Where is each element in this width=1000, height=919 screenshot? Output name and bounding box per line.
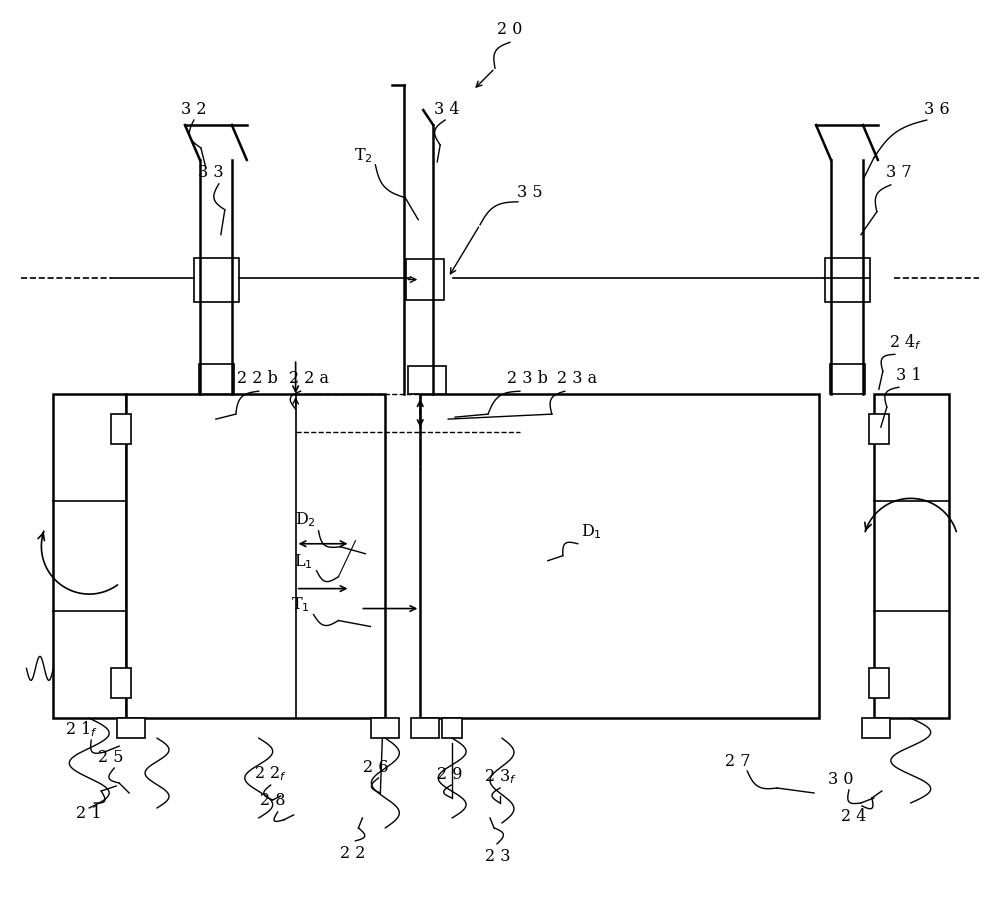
Text: 2 2 b: 2 2 b bbox=[237, 369, 278, 386]
Bar bbox=[862, 719, 890, 738]
Text: T$_1$: T$_1$ bbox=[291, 595, 310, 613]
Bar bbox=[408, 367, 446, 395]
Text: D$_2$: D$_2$ bbox=[295, 510, 316, 528]
Text: 2 1$_f$: 2 1$_f$ bbox=[65, 719, 98, 738]
Bar bbox=[406, 259, 444, 301]
Text: 3 0: 3 0 bbox=[828, 770, 854, 787]
Bar bbox=[869, 414, 889, 445]
Bar bbox=[199, 365, 234, 395]
Bar bbox=[126, 395, 385, 719]
Text: 3 4: 3 4 bbox=[434, 100, 460, 118]
Text: 3 3: 3 3 bbox=[198, 165, 224, 181]
Bar bbox=[194, 258, 239, 303]
Bar bbox=[830, 365, 865, 395]
Text: 2 4$_f$: 2 4$_f$ bbox=[889, 332, 922, 352]
Bar bbox=[420, 395, 819, 719]
Bar bbox=[874, 395, 949, 719]
Bar bbox=[111, 669, 131, 698]
Text: 2 5: 2 5 bbox=[98, 748, 124, 765]
Bar bbox=[825, 258, 870, 303]
Text: D$_1$: D$_1$ bbox=[581, 522, 602, 540]
Text: T$_2$: T$_2$ bbox=[354, 146, 373, 165]
Text: 2 2: 2 2 bbox=[340, 845, 365, 861]
Text: 2 2 a: 2 2 a bbox=[289, 369, 329, 386]
Text: 2 3 b: 2 3 b bbox=[507, 369, 548, 386]
Bar bbox=[53, 395, 126, 719]
Text: L$_1$: L$_1$ bbox=[294, 551, 313, 571]
Text: 2 0: 2 0 bbox=[497, 21, 523, 38]
Text: 2 8: 2 8 bbox=[260, 791, 285, 809]
Text: 2 9: 2 9 bbox=[437, 765, 463, 782]
Text: 3 6: 3 6 bbox=[924, 100, 949, 118]
Text: 3 1: 3 1 bbox=[896, 367, 922, 383]
Text: 2 4: 2 4 bbox=[841, 808, 867, 824]
Text: 2 2$_f$: 2 2$_f$ bbox=[254, 764, 287, 783]
Bar bbox=[442, 719, 462, 738]
Text: 2 3$_f$: 2 3$_f$ bbox=[484, 766, 516, 786]
Text: 2 7: 2 7 bbox=[725, 752, 750, 769]
Bar bbox=[411, 719, 439, 738]
Text: 3 2: 3 2 bbox=[181, 100, 207, 118]
Text: 2 3 a: 2 3 a bbox=[557, 369, 597, 386]
Bar bbox=[371, 719, 399, 738]
Text: 2 1: 2 1 bbox=[76, 804, 102, 822]
Bar bbox=[869, 669, 889, 698]
Text: 2 3: 2 3 bbox=[485, 847, 511, 865]
Text: 3 7: 3 7 bbox=[886, 165, 912, 181]
Text: 2 6: 2 6 bbox=[363, 758, 388, 775]
Text: 3 5: 3 5 bbox=[517, 184, 543, 201]
Bar bbox=[117, 719, 145, 738]
Bar bbox=[111, 414, 131, 445]
